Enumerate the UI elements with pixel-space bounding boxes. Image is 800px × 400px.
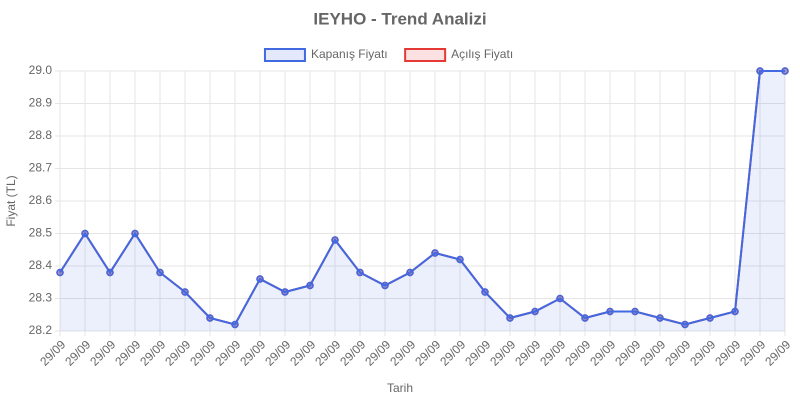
point bbox=[81, 229, 89, 238]
point bbox=[631, 307, 639, 316]
x-tick-label: 29/09 bbox=[562, 337, 593, 368]
x-tick-label: 29/09 bbox=[587, 337, 618, 368]
x-tick-label: 29/09 bbox=[137, 337, 168, 368]
point bbox=[681, 320, 689, 329]
y-tick-label: 28.5 bbox=[29, 226, 53, 240]
x-tick-label: 29/09 bbox=[737, 337, 768, 368]
point bbox=[506, 314, 514, 322]
legend-label: Kapanış Fiyatı bbox=[311, 47, 388, 61]
line bbox=[59, 70, 785, 326]
legend-swatch bbox=[404, 48, 447, 62]
point bbox=[406, 268, 414, 277]
x-tick-label: 29/09 bbox=[362, 337, 393, 368]
x-tick-label: 29/09 bbox=[62, 337, 93, 368]
x-tick-label: 29/09 bbox=[112, 337, 143, 368]
x-tick-label: 29/09 bbox=[337, 337, 368, 368]
x-tick-label: 29/09 bbox=[662, 337, 693, 368]
point bbox=[131, 229, 139, 238]
x-tick-label: 29/09 bbox=[237, 337, 268, 368]
x-axis-label: Tarih bbox=[387, 381, 413, 395]
point bbox=[606, 307, 614, 316]
x-tick-label: 29/09 bbox=[437, 337, 468, 368]
x-tick-label: 29/09 bbox=[87, 337, 118, 368]
x-tick-label: 29/09 bbox=[37, 337, 68, 368]
point bbox=[156, 268, 164, 277]
x-tick-label: 29/09 bbox=[687, 337, 718, 368]
x-tick-label: 29/09 bbox=[537, 337, 568, 368]
y-tick-label: 28.6 bbox=[29, 193, 53, 207]
point bbox=[581, 314, 589, 322]
area bbox=[60, 71, 785, 331]
chart-title: IEYHO - Trend Analizi bbox=[313, 9, 486, 28]
point bbox=[731, 307, 739, 316]
x-tick-label: 29/09 bbox=[287, 337, 318, 368]
point bbox=[256, 275, 264, 283]
x-tick-label: 29/09 bbox=[162, 337, 193, 368]
point bbox=[331, 236, 339, 244]
x-tick-label: 29/09 bbox=[212, 337, 243, 368]
point bbox=[656, 314, 664, 322]
point bbox=[356, 268, 364, 277]
legend-label: Açılış Fiyatı bbox=[451, 47, 513, 61]
x-tick-label: 29/09 bbox=[312, 337, 343, 368]
y-tick-label: 28.4 bbox=[29, 258, 53, 272]
point bbox=[381, 281, 389, 290]
y-tick-label: 28.7 bbox=[29, 161, 53, 175]
y-tick-label: 28.3 bbox=[29, 291, 53, 305]
legend-swatch bbox=[263, 48, 306, 62]
point bbox=[481, 288, 489, 296]
x-tick-label: 29/09 bbox=[262, 337, 293, 368]
y-tick-label: 28.8 bbox=[29, 128, 53, 142]
point bbox=[531, 307, 539, 316]
point bbox=[556, 294, 564, 303]
y-tick-label: 28.9 bbox=[29, 96, 53, 110]
y-tick-label: 28.2 bbox=[29, 323, 53, 337]
x-tick-label: 29/09 bbox=[412, 337, 443, 368]
point bbox=[281, 288, 289, 296]
point bbox=[756, 67, 764, 75]
x-tick-label: 29/09 bbox=[487, 337, 518, 368]
point bbox=[181, 288, 189, 296]
point bbox=[106, 268, 114, 277]
x-tick-label: 29/09 bbox=[187, 337, 218, 368]
x-tick-label: 29/09 bbox=[712, 337, 743, 368]
point bbox=[56, 268, 64, 277]
x-tick-label: 29/09 bbox=[637, 337, 668, 368]
x-tick-label: 29/09 bbox=[462, 337, 493, 368]
y-axis-label: Fiyat (TL) bbox=[4, 175, 18, 226]
point bbox=[306, 281, 314, 290]
point bbox=[231, 320, 239, 329]
point bbox=[781, 67, 789, 75]
point bbox=[456, 255, 464, 264]
point bbox=[706, 314, 714, 322]
point bbox=[206, 314, 214, 322]
y-tick-label: 29.0 bbox=[29, 63, 53, 77]
point bbox=[431, 249, 439, 257]
x-tick-label: 29/09 bbox=[612, 337, 643, 368]
x-tick-label: 29/09 bbox=[762, 337, 793, 368]
x-tick-label: 29/09 bbox=[512, 337, 543, 368]
x-tick-label: 29/09 bbox=[387, 337, 418, 368]
